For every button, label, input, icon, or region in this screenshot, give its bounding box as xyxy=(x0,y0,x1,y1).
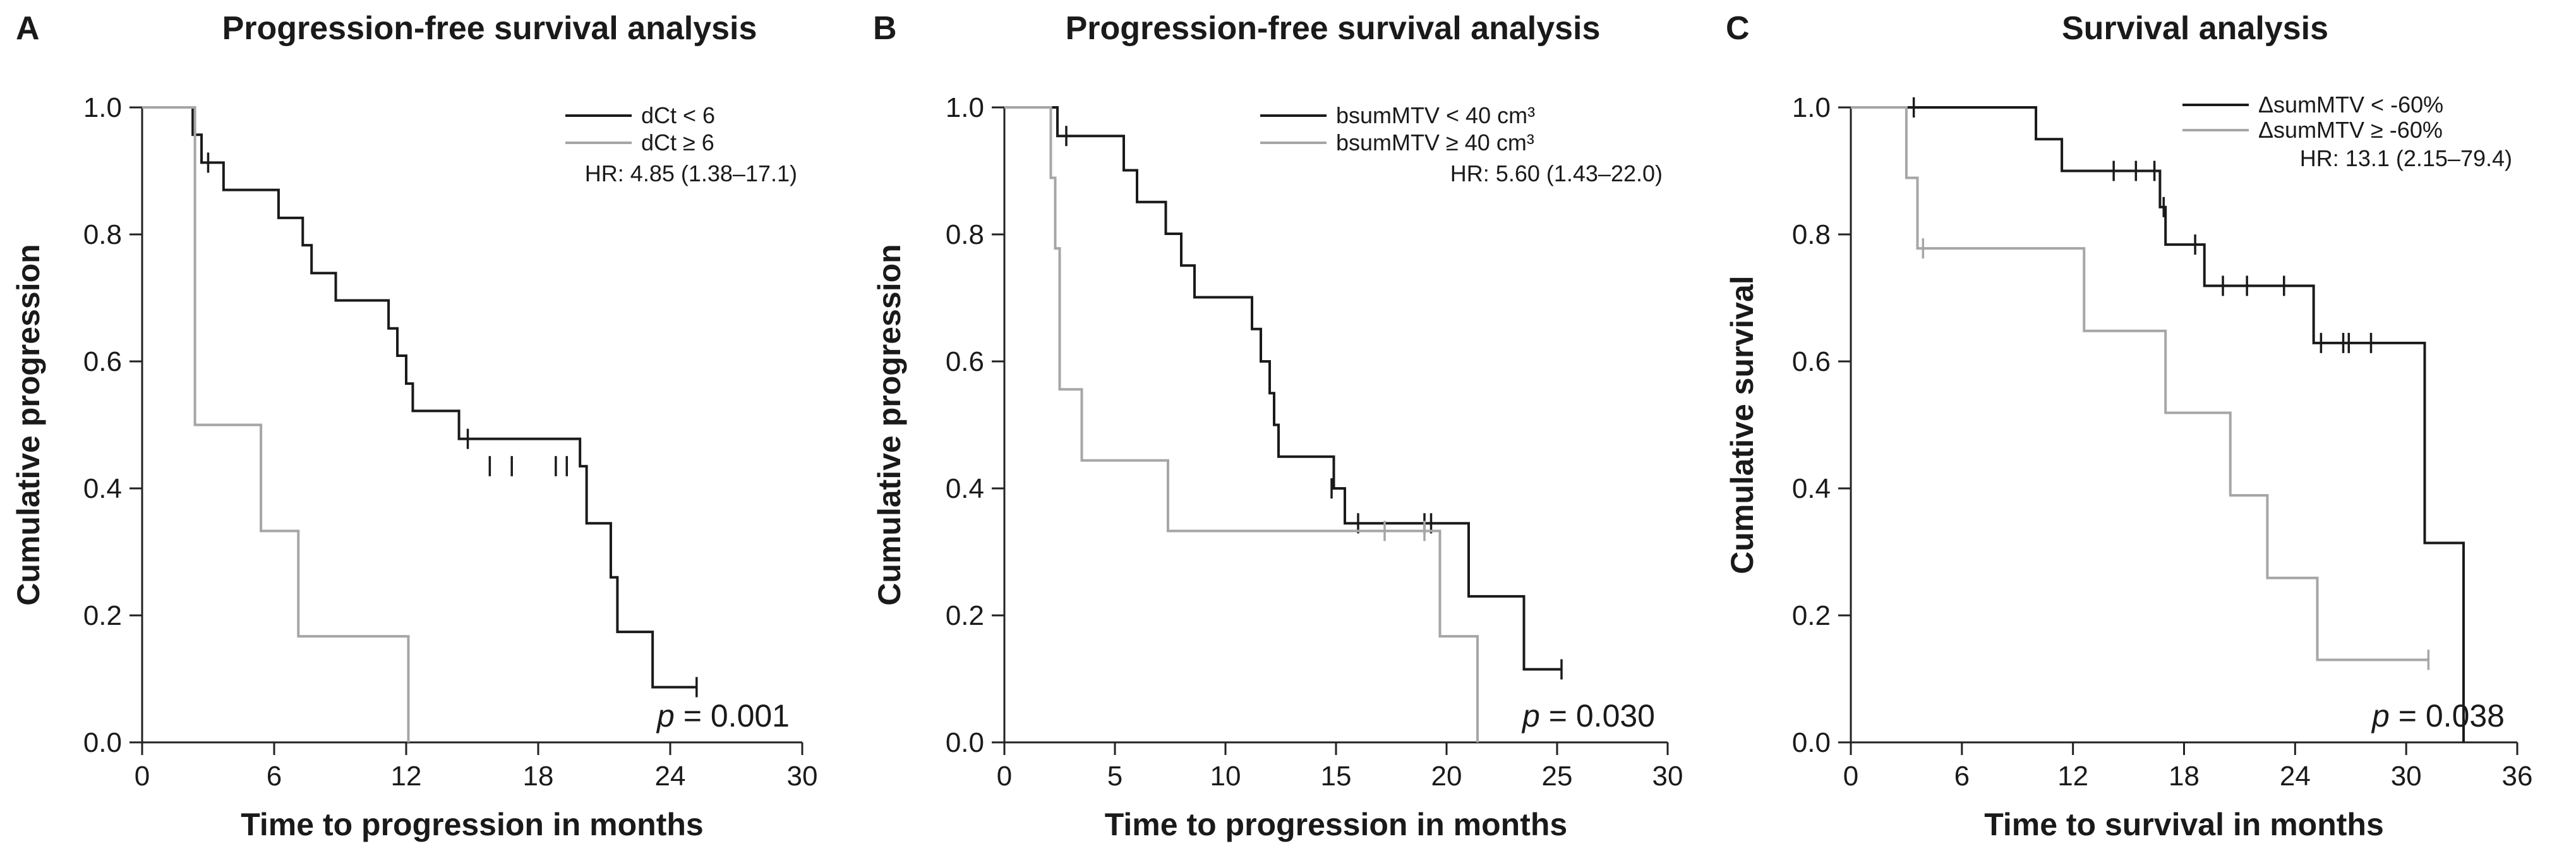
panel-a-p-number: = 0.001 xyxy=(683,698,790,734)
panel-a-y-tick-label: 1.0 xyxy=(83,92,122,123)
panel-c-y-tick-label: 0.6 xyxy=(1792,346,1831,377)
panel-a-y-tick-label: 0.8 xyxy=(83,219,122,250)
panel-a-legend-entry-1: dCt < 6 xyxy=(641,102,715,128)
panel-c-p-value: p = 0.038 xyxy=(2371,698,2505,734)
panel-c-p-symbol: p xyxy=(2371,698,2390,734)
panel-b-y-tick-label: 1.0 xyxy=(946,92,984,123)
panel-a-series-1-curve xyxy=(142,106,697,689)
panel-c-legend-entry-1: ΔsumMTV < -60% xyxy=(2258,92,2443,118)
panel-b-hazard-ratio: HR: 5.60 (1.43–22.0) xyxy=(1450,160,1663,186)
panel-a-x-tick-label: 0 xyxy=(135,761,150,792)
panel-b-p-symbol: p xyxy=(1521,698,1540,734)
panel-b-x-axis-label: Time to progression in months xyxy=(1105,807,1567,842)
panel-c-y-tick-label: 1.0 xyxy=(1792,92,1831,123)
panel-a-y-tick-label: 0.0 xyxy=(83,727,122,758)
panel-a-x-tick-label: 30 xyxy=(787,761,818,792)
panel-b-legend-entry-1: bsumMTV < 40 cm³ xyxy=(1336,102,1535,128)
panel-c-y-tick-label: 0.4 xyxy=(1792,473,1831,504)
panel-c-p-number: = 0.038 xyxy=(2398,698,2505,734)
panel-c-x-tick-label: 18 xyxy=(2169,761,2200,792)
panel-a-x-tick-label: 18 xyxy=(523,761,554,792)
panel-a-x-tick-label: 12 xyxy=(391,761,422,792)
panel-a-x-tick-label: 24 xyxy=(655,761,686,792)
panel-b-legend-entry-2: bsumMTV ≥ 40 cm³ xyxy=(1336,130,1534,155)
panel-b-x-tick-label: 0 xyxy=(997,761,1012,792)
panel-c-series-1-curve xyxy=(1851,106,2465,742)
panel-b-x-tick-label: 30 xyxy=(1652,761,1683,792)
panel-b-series-1-curve xyxy=(1004,106,1562,671)
panel-b-letter: B xyxy=(873,10,897,47)
panel-a-y-axis-label: Cumulative progression xyxy=(11,244,46,605)
panel-a-hazard-ratio: HR: 4.85 (1.38–17.1) xyxy=(585,160,797,186)
panel-c-x-tick-label: 12 xyxy=(2057,761,2088,792)
panel-c-x-tick-label: 36 xyxy=(2502,761,2533,792)
panel-b-series-2-curve xyxy=(1004,106,1479,742)
panel-a-x-tick-label: 6 xyxy=(267,761,282,792)
panel-a-legend-entry-2: dCt ≥ 6 xyxy=(641,130,714,155)
panel-a-letter: A xyxy=(16,10,40,47)
panel-a-p-symbol: p xyxy=(656,698,675,734)
panel-b-p-number: = 0.030 xyxy=(1549,698,1655,734)
panel-b-p-value: p = 0.030 xyxy=(1521,698,1655,734)
panel-b-x-tick-label: 25 xyxy=(1542,761,1573,792)
panel-b-y-tick-label: 0.6 xyxy=(946,346,984,377)
panel-b-x-tick-label: 20 xyxy=(1431,761,1462,792)
panel-a-y-tick-label: 0.6 xyxy=(83,346,122,377)
panel-b-x-tick-label: 10 xyxy=(1210,761,1241,792)
panel-a-p-value: p = 0.001 xyxy=(656,698,790,734)
panel-a-y-tick-label: 0.4 xyxy=(83,473,122,504)
panel-c-series-2-curve xyxy=(1851,106,2429,662)
panel-c-y-tick-label: 0.0 xyxy=(1792,727,1831,758)
panel-c-letter: C xyxy=(1726,10,1750,47)
panel-c-x-tick-label: 24 xyxy=(2280,761,2311,792)
panel-c-y-tick-label: 0.2 xyxy=(1792,600,1831,631)
panel-c-x-tick-label: 6 xyxy=(1954,761,1970,792)
panel-b: B Progression-free survival analysis Cum… xyxy=(872,10,1683,842)
panel-c-title: Survival analysis xyxy=(2062,10,2328,47)
panel-c-legend-entry-2: ΔsumMTV ≥ -60% xyxy=(2258,117,2443,143)
panel-b-y-tick-label: 0.4 xyxy=(946,473,984,504)
panel-a-x-axis-label: Time to progression in months xyxy=(241,807,703,842)
panel-b-y-tick-label: 0.8 xyxy=(946,219,984,250)
panel-a-title: Progression-free survival analysis xyxy=(222,10,757,47)
panel-a-series-2-curve xyxy=(142,106,410,742)
panel-b-x-tick-label: 5 xyxy=(1107,761,1122,792)
panel-c-x-axis-label: Time to survival in months xyxy=(1984,807,2384,842)
panel-a: A Progression-free survival analysis Cum… xyxy=(11,10,817,842)
panel-a-y-tick-label: 0.2 xyxy=(83,600,122,631)
panel-c-y-tick-label: 0.8 xyxy=(1792,219,1831,250)
panel-b-title: Progression-free survival analysis xyxy=(1066,10,1601,47)
panel-b-y-tick-label: 0.2 xyxy=(946,600,984,631)
panel-c-x-tick-label: 30 xyxy=(2391,761,2422,792)
panel-c-y-axis-label: Cumulative survival xyxy=(1724,275,1760,574)
panel-b-x-tick-label: 15 xyxy=(1321,761,1352,792)
panel-b-y-tick-label: 0.0 xyxy=(946,727,984,758)
panel-c-x-tick-label: 0 xyxy=(1843,761,1858,792)
panel-c: C Survival analysis Cumulative survival … xyxy=(1724,10,2532,842)
panel-b-y-axis-label: Cumulative progression xyxy=(872,244,907,605)
panel-c-hazard-ratio: HR: 13.1 (2.15–79.4) xyxy=(2300,145,2512,171)
